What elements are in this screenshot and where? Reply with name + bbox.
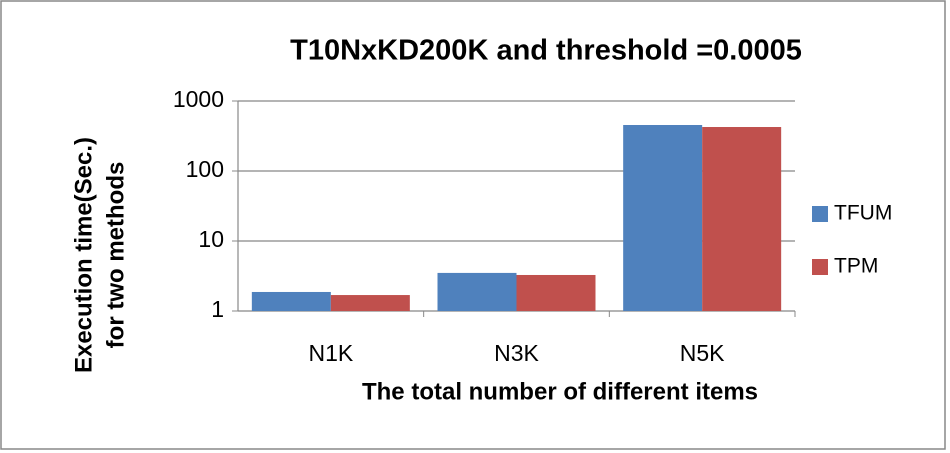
bar xyxy=(702,127,782,311)
x-tick-label: N5K xyxy=(680,340,725,366)
x-tick-label: N3K xyxy=(494,340,539,366)
y-tick-label: 100 xyxy=(186,156,224,182)
bar xyxy=(437,272,517,311)
legend-label: TPM xyxy=(834,255,878,278)
y-tick-label: 1000 xyxy=(173,86,224,112)
legend-label: TFUM xyxy=(834,202,892,225)
bar xyxy=(516,274,596,311)
y-tick-label: 1 xyxy=(211,296,224,322)
legend-swatch xyxy=(812,206,828,222)
y-axis-label: for two methods xyxy=(102,162,129,349)
bar xyxy=(330,295,410,311)
x-axis-label: The total number of different items xyxy=(362,378,758,405)
bar xyxy=(251,291,331,311)
chart-title: T10NxKD200K and threshold =0.0005 xyxy=(290,35,802,67)
y-tick-label: 10 xyxy=(198,226,224,252)
x-tick-label: N1K xyxy=(308,340,353,366)
legend-swatch xyxy=(812,259,828,275)
y-axis-label: Execution time(Sec.) xyxy=(70,137,97,373)
bar xyxy=(623,125,703,311)
